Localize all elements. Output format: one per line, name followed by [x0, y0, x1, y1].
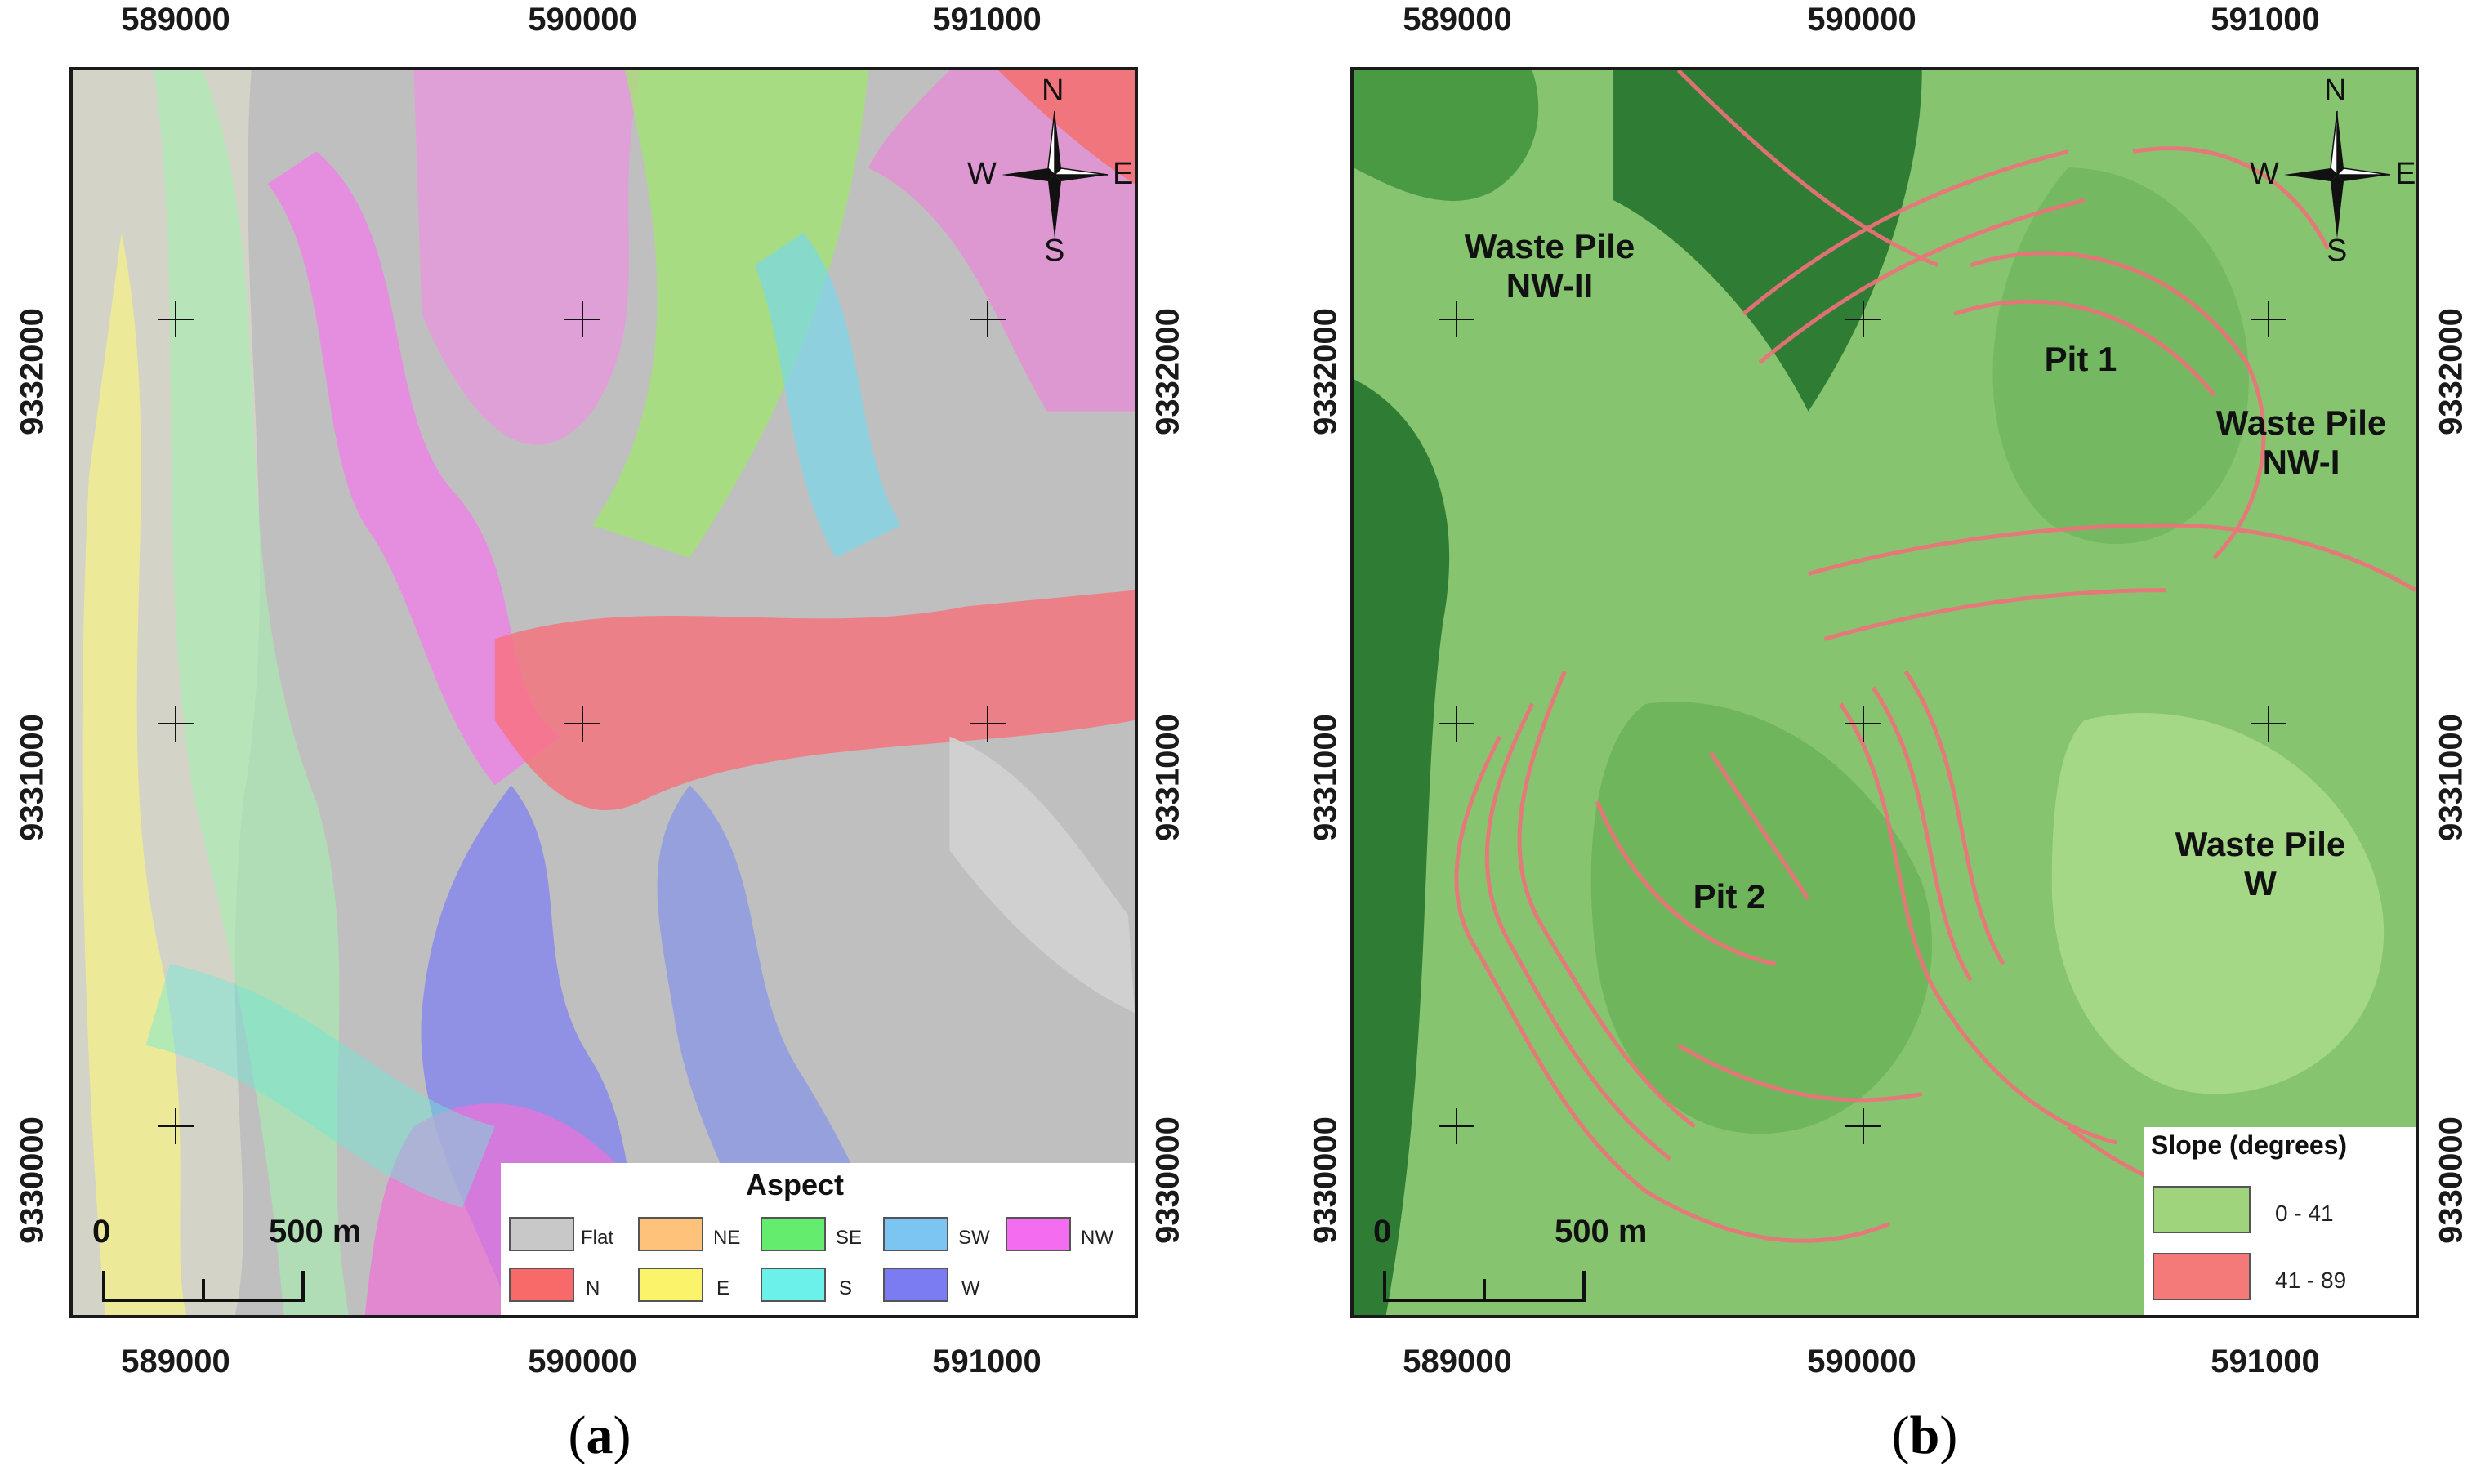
compass-w-label: W: [967, 157, 997, 191]
x-tick-top-3: 591000: [932, 2, 1042, 38]
grid-cross: [2251, 301, 2286, 337]
panel-b-slope-map: 589000 590000 591000 9332000 9331000 933…: [1242, 0, 2485, 1484]
aspect-legend: Aspect Flat NE SE SW NW N E S W: [501, 1163, 1135, 1315]
y-tick-right-3: 9330000: [1149, 1116, 1186, 1244]
scale-zero: 0: [92, 1214, 111, 1250]
grid-cross: [1845, 1108, 1881, 1144]
y-tick-right-1: 9332000: [2433, 308, 2469, 435]
compass-e-label: E: [1113, 157, 1134, 191]
y-tick-left-3: 9330000: [1307, 1116, 1344, 1244]
x-tick-top-1: 589000: [1403, 2, 1512, 38]
legend-label-0-41: 0 - 41: [2275, 1201, 2334, 1226]
legend-title: Aspect: [746, 1168, 845, 1201]
north-arrow-icon: N S W E: [2250, 74, 2416, 268]
legend-label-flat: Flat: [581, 1227, 614, 1249]
legend-swatch-0-41: [2153, 1186, 2251, 1233]
legend-label-s: S: [839, 1277, 853, 1299]
slope-map-frame: N S W E Waste Pile NW-II Pit 1 Waste Pil…: [1350, 67, 2419, 1318]
compass-n-label: N: [2324, 74, 2347, 108]
y-tick-right-2: 9331000: [2433, 714, 2469, 841]
x-tick-bottom-2: 590000: [1807, 1344, 1916, 1379]
legend-swatch-ne: [638, 1217, 703, 1251]
grid-cross: [1439, 301, 1474, 337]
x-tick-top-2: 590000: [528, 2, 637, 38]
grid-cross: [970, 706, 1006, 742]
grid-cross: [970, 301, 1006, 337]
scale-bar: 0 500 m: [1362, 1214, 1705, 1312]
scale-distance: 500 m: [269, 1214, 362, 1250]
y-tick-left-1: 9332000: [1307, 308, 1344, 435]
legend-swatch-se: [761, 1217, 826, 1251]
label-waste-pile-nw-i: Waste Pile NW-I: [2215, 403, 2387, 481]
scale-zero: 0: [1373, 1214, 1392, 1250]
caption-a: (a): [568, 1406, 631, 1465]
x-tick-bottom-3: 591000: [932, 1344, 1042, 1379]
x-tick-bottom-1: 589000: [121, 1344, 230, 1379]
x-tick-top-1: 589000: [121, 2, 230, 38]
aspect-raster: [73, 70, 1135, 1315]
label-pit-1: Pit 1: [2044, 340, 2117, 378]
panel-a-aspect-map: 589000 590000 591000 9332000 9331000 933…: [0, 0, 1242, 1484]
x-tick-bottom-1: 589000: [1403, 1344, 1512, 1379]
scale-distance: 500 m: [1555, 1214, 1648, 1250]
x-tick-bottom-3: 591000: [2211, 1344, 2320, 1379]
legend-swatch-e: [638, 1268, 703, 1302]
legend-label-e: E: [716, 1277, 730, 1299]
label-waste-pile-nw-ii: Waste Pile NW-II: [1464, 227, 1635, 305]
legend-swatch-n: [509, 1268, 574, 1302]
grid-cross: [1845, 706, 1881, 742]
legend-label-w: W: [961, 1277, 980, 1299]
grid-cross: [564, 301, 600, 337]
label-pit-2: Pit 2: [1693, 877, 1766, 916]
grid-cross: [564, 706, 600, 742]
y-tick-right-2: 9331000: [1149, 714, 1186, 841]
slope-legend: Slope (degrees) 0 - 41 41 - 89: [2144, 1127, 2416, 1315]
grid-cross: [1845, 301, 1881, 337]
aspect-map-frame: N S W E 0 500 m Aspect Flat NE SE SW: [69, 67, 1138, 1318]
compass-n-label: N: [1042, 74, 1064, 108]
legend-label-ne: NE: [713, 1227, 741, 1249]
y-tick-left-3: 9330000: [14, 1116, 51, 1244]
legend-swatch-flat: [509, 1217, 574, 1251]
compass-s-label: S: [2327, 234, 2348, 268]
legend-label-se: SE: [836, 1227, 863, 1249]
x-tick-top-2: 590000: [1807, 2, 1916, 38]
scale-bar: 0 500 m: [81, 1214, 424, 1312]
legend-label-sw: SW: [958, 1227, 990, 1249]
grid-cross: [158, 706, 194, 742]
x-tick-top-3: 591000: [2211, 2, 2320, 38]
slope-raster: [1354, 70, 2416, 1315]
legend-title: Slope (degrees): [2151, 1130, 2348, 1160]
y-tick-right-1: 9332000: [1149, 308, 1186, 435]
grid-cross: [1439, 1108, 1474, 1144]
x-tick-bottom-2: 590000: [528, 1344, 637, 1379]
legend-swatch-w: [883, 1268, 948, 1302]
grid-cross: [158, 301, 194, 337]
legend-label-n: N: [586, 1277, 600, 1299]
legend-swatch-s: [761, 1268, 826, 1302]
label-waste-pile-w: Waste Pile W: [2175, 825, 2346, 902]
legend-swatch-nw: [1006, 1217, 1071, 1251]
legend-swatch-sw: [883, 1217, 948, 1251]
grid-cross: [1439, 706, 1474, 742]
grid-cross: [158, 1108, 194, 1144]
legend-label-41-89: 41 - 89: [2275, 1268, 2347, 1293]
y-tick-left-2: 9331000: [14, 714, 51, 841]
north-arrow-icon: N S W E: [967, 74, 1134, 268]
caption-b: (b): [1891, 1406, 1958, 1465]
y-tick-left-2: 9331000: [1307, 714, 1344, 841]
compass-s-label: S: [1044, 234, 1065, 268]
compass-w-label: W: [2250, 157, 2279, 191]
y-tick-right-3: 9330000: [2433, 1116, 2469, 1244]
compass-e-label: E: [2395, 157, 2416, 191]
legend-label-nw: NW: [1081, 1227, 1113, 1249]
legend-swatch-41-89: [2153, 1253, 2251, 1300]
y-tick-left-1: 9332000: [14, 308, 51, 435]
grid-cross: [2251, 706, 2286, 742]
